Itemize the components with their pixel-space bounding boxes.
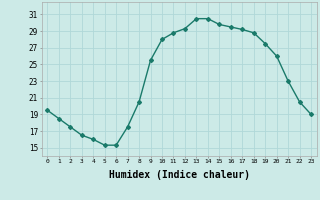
X-axis label: Humidex (Indice chaleur): Humidex (Indice chaleur) bbox=[109, 170, 250, 180]
